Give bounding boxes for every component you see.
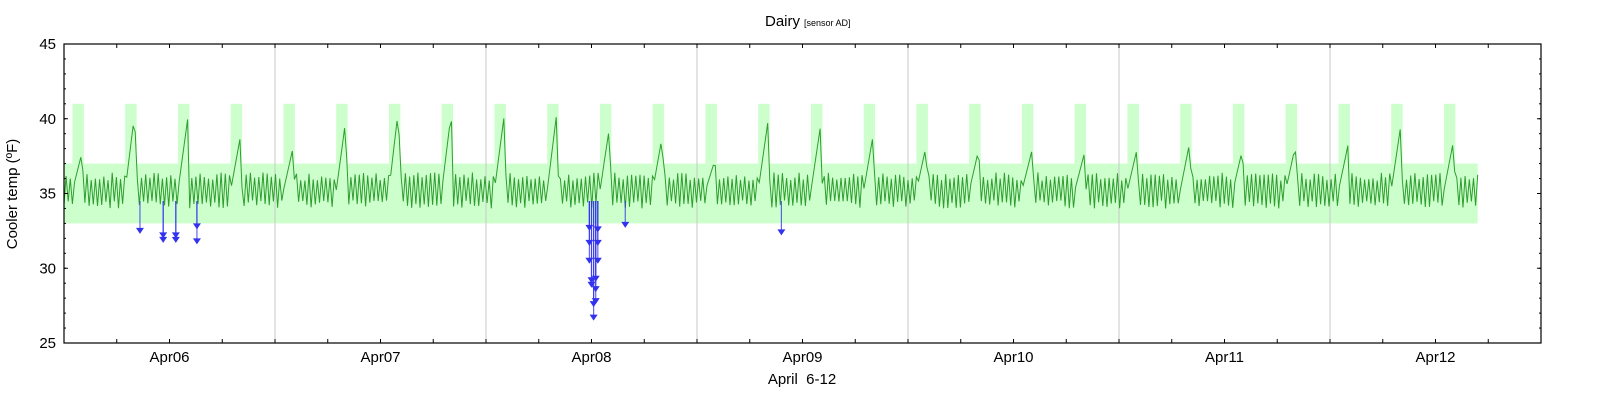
alert-marker — [159, 236, 168, 243]
defrost-band — [1338, 103, 1350, 164]
defrost-band — [72, 103, 84, 164]
defrost-band — [916, 103, 928, 164]
alert-marker — [591, 298, 600, 305]
x-tick-label: Apr07 — [360, 349, 400, 366]
defrost-band — [230, 103, 243, 164]
defrost-band — [388, 103, 401, 164]
defrost-band — [1443, 103, 1456, 164]
alert-marker — [171, 232, 180, 239]
defrost-band — [177, 103, 190, 164]
chart-subtitle: [sensor AD] — [804, 18, 851, 28]
defrost-band — [969, 103, 981, 164]
defrost-band — [1127, 103, 1139, 164]
defrost-band — [125, 103, 137, 164]
defrost-band — [652, 103, 665, 164]
y-tick-label: 30 — [39, 260, 56, 277]
alert-marker — [585, 257, 594, 264]
x-axis: Apr06 Apr07 Apr08 Apr09 Apr10 Apr11 Apr12 — [116, 44, 1489, 366]
x-tick-label: Apr09 — [782, 349, 822, 366]
alert-marker — [192, 238, 201, 245]
x-axis-label: April 6-12 — [768, 371, 836, 388]
x-tick-label: Apr10 — [993, 349, 1033, 366]
defrost-band — [1021, 103, 1034, 164]
alert-marker — [593, 257, 602, 264]
alert-layer — [135, 200, 786, 321]
alert-marker — [589, 314, 598, 321]
x-tick-label: Apr12 — [1415, 349, 1455, 366]
defrost-band — [1232, 103, 1245, 164]
x-tick-label: Apr08 — [571, 349, 611, 366]
defrost-band — [1285, 103, 1298, 164]
series-layer — [63, 117, 1479, 209]
defrost-band — [336, 103, 348, 164]
alert-marker — [777, 229, 786, 236]
defrost-band — [863, 103, 876, 164]
alert-marker — [135, 227, 144, 234]
defrost-band — [547, 103, 559, 164]
chart-title: Dairy — [765, 13, 801, 30]
alert-marker — [621, 221, 630, 228]
y-tick-label: 40 — [39, 111, 56, 128]
y-tick-label: 25 — [39, 335, 56, 352]
defrost-band — [599, 103, 612, 164]
x-tick-label: Apr06 — [149, 349, 189, 366]
defrost-band — [758, 103, 770, 164]
defrost-band — [1180, 103, 1192, 164]
defrost-band — [1391, 103, 1403, 164]
x-tick-label: Apr11 — [1205, 349, 1244, 366]
defrost-band — [1074, 103, 1087, 164]
y-axis-label: Cooler temp (ºF) — [4, 139, 21, 250]
defrost-band — [283, 103, 295, 164]
defrost-band — [810, 103, 823, 164]
y-axis: 25 30 35 40 45 — [39, 36, 1541, 352]
defrost-band — [441, 103, 454, 164]
defrost-band — [705, 103, 717, 164]
y-tick-label: 45 — [39, 36, 56, 53]
y-tick-label: 35 — [39, 186, 56, 203]
alert-marker — [171, 236, 180, 243]
title-text: Dairy — [765, 13, 801, 30]
series-line — [63, 117, 1479, 209]
defrost-band — [494, 103, 506, 164]
